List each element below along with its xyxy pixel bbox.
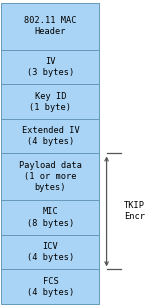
Text: FCS
(4 bytes): FCS (4 bytes)	[27, 277, 74, 297]
Text: ICV
(4 bytes): ICV (4 bytes)	[27, 242, 74, 262]
Text: TKIP
Encrypted: TKIP Encrypted	[124, 201, 145, 221]
Bar	[1, 3, 99, 50]
Text: 802.11 MAC
Header: 802.11 MAC Header	[24, 16, 77, 37]
Bar	[1, 154, 99, 200]
Text: Key ID
(1 byte): Key ID (1 byte)	[29, 91, 71, 112]
Text: Extended IV
(4 bytes): Extended IV (4 bytes)	[21, 126, 79, 146]
Bar	[1, 269, 99, 304]
Text: IV
(3 bytes): IV (3 bytes)	[27, 57, 74, 77]
Bar	[1, 200, 99, 235]
Text: Payload data
(1 or more
bytes): Payload data (1 or more bytes)	[19, 161, 82, 192]
Bar	[1, 50, 99, 84]
Bar	[1, 119, 99, 154]
Text: MIC
(8 bytes): MIC (8 bytes)	[27, 208, 74, 227]
Bar	[1, 235, 99, 269]
Bar	[1, 84, 99, 119]
